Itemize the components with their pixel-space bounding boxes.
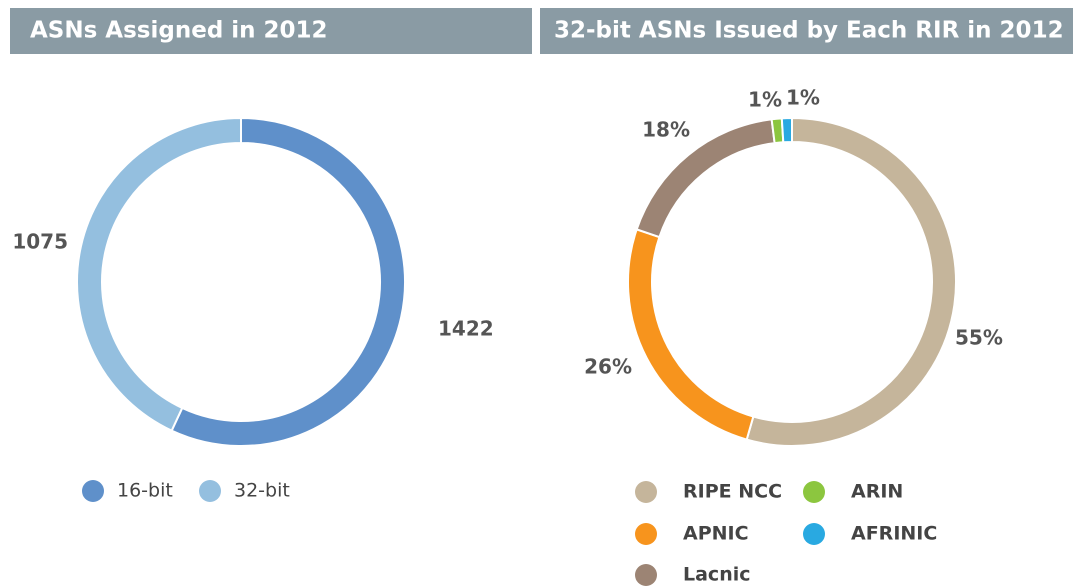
- legend-label: AFRINIC: [851, 523, 937, 545]
- legend-swatch: [803, 523, 825, 545]
- donut-segment: [76, 116, 242, 432]
- data-label: 1422: [438, 317, 494, 341]
- header-bar: [10, 8, 532, 54]
- legend-label: 16-bit: [117, 480, 173, 502]
- header-bar: [540, 8, 1073, 54]
- legend-swatch: [803, 481, 825, 503]
- data-label: 55%: [955, 326, 1003, 350]
- donut-segment: [170, 116, 406, 447]
- data-label: 1075: [12, 230, 68, 254]
- chart-title: 32-bit ASNs Issued by Each RIR in 2012: [554, 18, 1064, 44]
- legend-swatch: [82, 480, 104, 502]
- legend-swatch: [199, 480, 221, 502]
- legend-swatch: [635, 481, 657, 503]
- legend-label: RIPE NCC: [683, 481, 782, 503]
- data-label: 1%: [748, 88, 782, 112]
- data-label: 26%: [584, 355, 632, 379]
- donut-segment: [780, 116, 793, 144]
- data-label: 18%: [642, 118, 690, 142]
- legend-label: ARIN: [851, 481, 903, 503]
- legend-label: 32-bit: [234, 480, 290, 502]
- legend-label: Lacnic: [683, 564, 751, 586]
- chart-title: ASNs Assigned in 2012: [30, 18, 328, 44]
- data-label: 1%: [786, 86, 820, 110]
- donut-segment: [745, 116, 957, 447]
- legend-swatch: [635, 564, 657, 586]
- legend-label: APNIC: [683, 523, 749, 545]
- legend-swatch: [635, 523, 657, 545]
- donut-segment: [627, 228, 755, 441]
